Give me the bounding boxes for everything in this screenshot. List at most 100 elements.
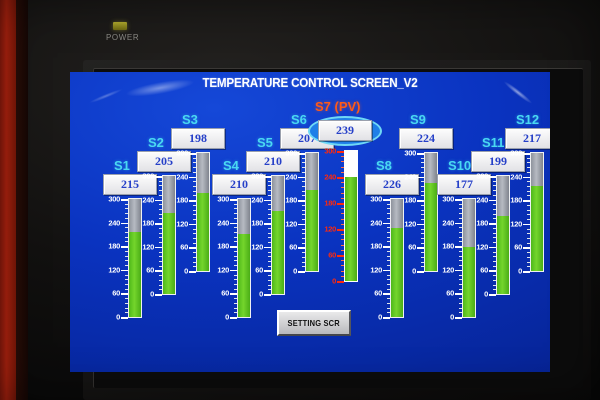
gauge-major-tick (455, 293, 462, 295)
gauge-major-tick (455, 317, 462, 319)
gauge-minor-tick (458, 203, 462, 205)
wall-strip (0, 0, 16, 400)
gauge-minor-tick (526, 214, 530, 216)
setting-screen-button[interactable]: SETTING SCR (277, 310, 351, 336)
gauge-minor-tick (386, 232, 390, 234)
gauge-major-tick (489, 176, 496, 178)
gauge-minor-tick (233, 213, 237, 215)
gauge-minor-tick (420, 237, 424, 239)
gauge-tick-label: 180 (217, 241, 229, 251)
value-display-s7[interactable]: 239 (318, 120, 372, 141)
gauge-major-tick (383, 246, 390, 248)
gauge-major-tick (523, 223, 530, 226)
gauge-minor-tick (301, 219, 305, 221)
gauge-minor-tick (386, 217, 390, 219)
channel-label-s4: S4 (223, 158, 239, 173)
gauge-fill (129, 232, 141, 317)
gauge-major-tick (417, 200, 424, 202)
gauge-major-tick (383, 199, 390, 201)
gauge-major-tick (121, 199, 128, 201)
gauge-minor-tick (267, 209, 271, 211)
gauge-minor-tick (192, 214, 196, 216)
gauge-tick-label: 120 (476, 242, 488, 252)
channel-label-s7: S7 (PV) (315, 99, 361, 114)
gauge-minor-tick (192, 186, 196, 188)
gauge-tick-label: 240 (370, 218, 382, 228)
gauge-minor-tick (124, 232, 128, 234)
gauge-tick-label: 60 (446, 288, 454, 298)
gauge-s7: 300 240 180 120 60 0 (324, 147, 358, 286)
gauge-tick-label: 120 (510, 219, 522, 229)
wall-shadow (16, 0, 30, 400)
gauge-minor-tick (492, 180, 496, 182)
value-display-s4[interactable]: 210 (212, 174, 266, 195)
gauge-minor-tick (492, 279, 496, 281)
gauge-minor-tick (267, 213, 271, 215)
gauge-scale: 300 240 180 120 60 0 (245, 172, 271, 299)
gauge-minor-tick (267, 242, 271, 244)
gauge-minor-tick (386, 241, 390, 243)
gauge-minor-tick (386, 208, 390, 210)
gauge-tick-label: 300 (176, 148, 188, 158)
channel-label-s1: S1 (114, 158, 130, 173)
gauge-major-tick (337, 229, 344, 231)
gauge-minor-tick (420, 233, 424, 235)
gauge-major-tick (337, 203, 344, 205)
gauge-minor-tick (340, 223, 344, 225)
gauge-major-tick (298, 247, 305, 249)
value-display-s8[interactable]: 226 (365, 174, 419, 195)
value-display-s10[interactable]: 177 (437, 174, 491, 195)
gauge-major-tick (489, 294, 496, 296)
value-display-s11[interactable]: 199 (471, 151, 525, 172)
gauge-minor-tick (526, 209, 530, 211)
gauge-minor-tick (526, 181, 530, 183)
value-display-s9[interactable]: 224 (399, 128, 453, 149)
gauge-major-tick (523, 200, 530, 202)
gauge-major-tick (121, 293, 128, 295)
gauge-minor-tick (526, 219, 530, 221)
gauge-minor-tick (526, 266, 530, 268)
gauge-major-tick (383, 269, 390, 272)
gauge-fill (272, 211, 284, 294)
gauge-minor-tick (492, 284, 496, 286)
gauge-scale: 300 240 180 120 60 0 (318, 147, 344, 286)
gauge-minor-tick (458, 217, 462, 219)
gauge-minor-tick (301, 214, 305, 216)
gauge-minor-tick (526, 186, 530, 188)
gauge-minor-tick (267, 284, 271, 286)
gauge-major-tick (337, 255, 344, 257)
hmi-screen[interactable]: TEMPERATURE CONTROL SCREEN_V2 300 240 180 1… (70, 72, 550, 372)
value-display-s5[interactable]: 210 (246, 151, 300, 172)
gauge-scale: 300 240 180 120 60 0 (398, 149, 424, 276)
gauge-minor-tick (192, 233, 196, 235)
gauge-fill (531, 185, 543, 271)
gauge-minor-tick (526, 237, 530, 239)
gauge-minor-tick (267, 279, 271, 281)
gauge-minor-tick (192, 256, 196, 258)
value-display-s2[interactable]: 205 (137, 151, 191, 172)
gauge-minor-tick (158, 260, 162, 262)
value-display-s1[interactable]: 215 (103, 174, 157, 195)
gauge-minor-tick (267, 289, 271, 291)
gauge-major-tick (189, 223, 196, 226)
gauge-minor-tick (458, 213, 462, 215)
gauge-major-tick (523, 247, 530, 249)
gauge-minor-tick (233, 227, 237, 229)
gauge-minor-tick (340, 192, 344, 194)
gauge-minor-tick (233, 208, 237, 210)
gauge-major-tick (298, 153, 305, 155)
gauge-minor-tick (124, 302, 128, 304)
gauge-minor-tick (458, 307, 462, 309)
gauge-major-tick (189, 153, 196, 155)
gauge-minor-tick (420, 171, 424, 173)
gauge-fill (197, 193, 209, 271)
gauge-minor-tick (158, 227, 162, 229)
value-display-s12[interactable]: 217 (505, 128, 550, 149)
gauge-minor-tick (301, 167, 305, 169)
channel-label-s8: S8 (376, 158, 392, 173)
gauge-minor-tick (526, 228, 530, 230)
gauge-minor-tick (233, 232, 237, 234)
gauge-minor-tick (267, 227, 271, 229)
gauge-s3: 300 240 180 120 60 0 (176, 149, 210, 276)
value-display-s3[interactable]: 198 (171, 128, 225, 149)
